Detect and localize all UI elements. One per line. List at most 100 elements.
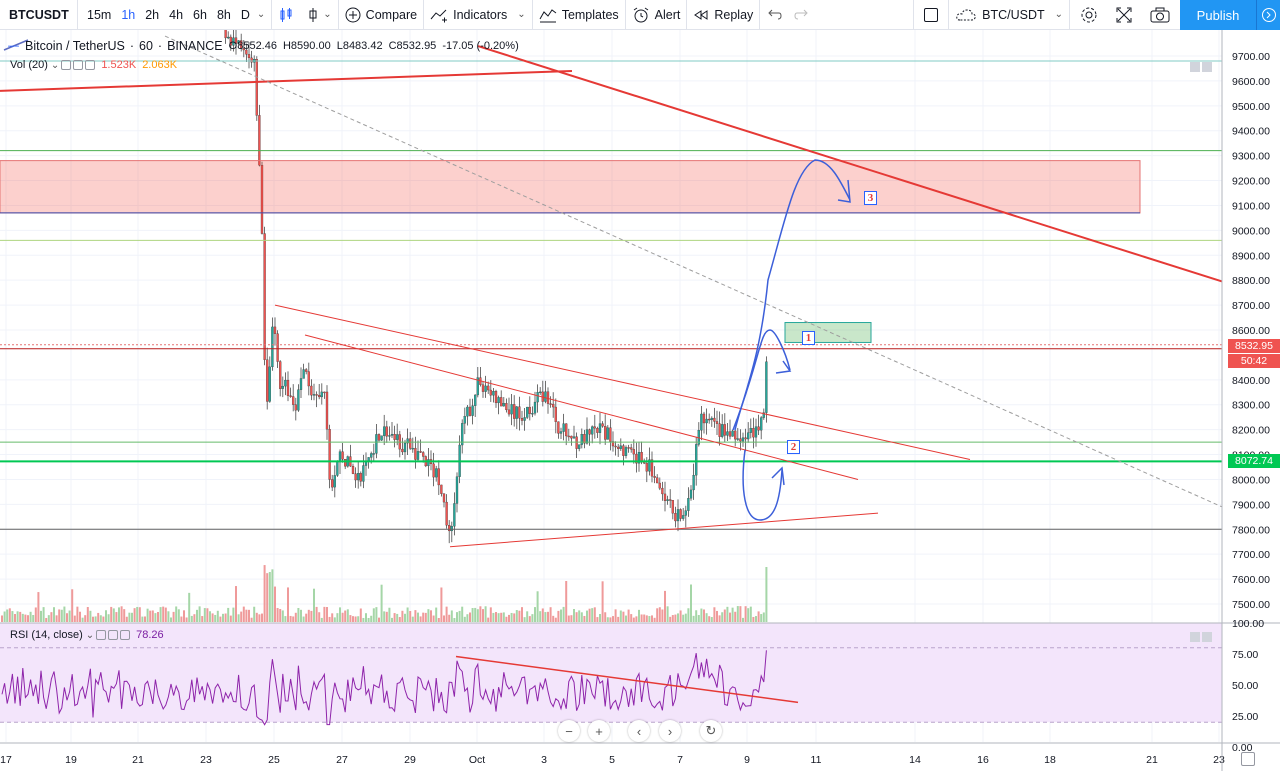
volume-bar (219, 616, 222, 622)
volume-bar (359, 608, 362, 622)
scroll-right-button[interactable]: › (659, 720, 681, 742)
price-tick-label: 9700.00 (1232, 51, 1270, 63)
candle-body (247, 54, 251, 59)
candle-body (403, 442, 407, 453)
close-icon[interactable] (120, 630, 131, 640)
volume-chevron-icon[interactable]: ⌄ (50, 59, 60, 71)
gear-icon[interactable] (73, 60, 84, 70)
candle-body (474, 394, 477, 406)
interval-chevron-icon[interactable]: ⌄ (256, 9, 266, 20)
eye-icon[interactable] (61, 60, 72, 70)
publish-button[interactable]: Publish (1180, 0, 1256, 30)
snapshot-button[interactable] (1140, 0, 1180, 30)
candle-body (546, 391, 550, 404)
interval-6h[interactable]: 6h (193, 7, 207, 22)
pair-selector[interactable]: BTC/USDT ⌄ (949, 0, 1069, 30)
gear-icon[interactable] (108, 630, 119, 640)
interval-4h[interactable]: 4h (169, 7, 184, 22)
volume-bar (326, 607, 328, 622)
compare-label: Compare (365, 7, 418, 22)
chart-canvas[interactable]: 17 19 21 23 25 27 29 Oct 3 5 7 9 11 14 16 18 21 239700.00… (0, 30, 1280, 771)
symbol-search[interactable]: BTCUSDT (0, 0, 78, 30)
volume-bar (372, 608, 375, 622)
volume-bar (523, 617, 526, 622)
undo-button[interactable] (760, 0, 788, 30)
price-tick-label: 7900.00 (1232, 499, 1270, 511)
volume-bar (643, 614, 646, 622)
volume-bars (1, 565, 768, 622)
volume-bar (123, 609, 126, 622)
pane-minimize-button[interactable] (1190, 62, 1214, 72)
time-tick-label: 7 (677, 754, 683, 766)
volume-bar (544, 612, 547, 622)
fullscreen-button[interactable] (1108, 0, 1140, 30)
rsi-value: 78.26 (136, 629, 164, 641)
templates-icon (539, 7, 557, 23)
volume-bar (596, 617, 599, 622)
eye-icon[interactable] (96, 630, 107, 640)
candle-body (684, 510, 687, 516)
interval-15m[interactable]: 15m (87, 7, 112, 22)
candle-body (736, 438, 739, 440)
templates-button[interactable]: Templates (533, 0, 625, 30)
alert-button[interactable]: Alert (626, 0, 687, 30)
replay-button[interactable]: Replay (687, 0, 759, 30)
candle-body (718, 423, 721, 437)
price-tick-label: 9600.00 (1232, 76, 1270, 88)
volume-bar (388, 607, 391, 622)
bar-style-button[interactable]: ⌄ (300, 0, 337, 30)
volume-bar (318, 612, 321, 622)
volume-bar (398, 617, 401, 622)
candle-body (255, 59, 258, 116)
trendline (477, 45, 1223, 283)
note-marker-3[interactable]: 3 (864, 191, 877, 205)
volume-bar (690, 584, 692, 622)
volume-bar (307, 609, 310, 622)
indicators-label: Indicators (453, 7, 508, 22)
indicators-button[interactable]: Indicators ⌄ (424, 0, 532, 30)
volume-bar (66, 613, 68, 622)
volume-bar (747, 608, 750, 622)
candle-body (440, 484, 443, 494)
rsi-pane-minimize-button[interactable] (1190, 632, 1214, 642)
settings-button[interactable] (1070, 0, 1108, 30)
volume-bar (271, 569, 274, 622)
interval-D[interactable]: D (240, 7, 250, 22)
candle-body (393, 434, 396, 440)
candle-body (388, 435, 391, 437)
note-marker-1[interactable]: 1 (802, 331, 815, 345)
rsi-chevron-icon[interactable]: ⌄ (85, 629, 95, 641)
candle-style-button[interactable] (272, 0, 300, 30)
candle-body (299, 378, 303, 390)
zoom-in-button[interactable]: + (588, 720, 610, 742)
scroll-left-button[interactable]: ‹ (628, 720, 650, 742)
zoom-out-button[interactable]: − (558, 720, 580, 742)
interval-8h[interactable]: 8h (216, 7, 231, 22)
candle-body (580, 434, 583, 445)
price-tick-label: 8900.00 (1232, 250, 1270, 262)
publish-menu-button[interactable] (1256, 0, 1280, 30)
close-icon[interactable] (85, 60, 96, 70)
compare-button[interactable]: Compare (339, 0, 423, 30)
interval-2h[interactable]: 2h (145, 7, 160, 22)
interval-group: 15m 1h 2h 4h 6h 8h D (78, 0, 255, 30)
redo-button[interactable] (788, 0, 816, 30)
interval-1h[interactable]: 1h (121, 7, 136, 22)
volume-bar (406, 607, 409, 622)
reset-chart-button[interactable]: ↻ (700, 720, 722, 742)
note-marker-2[interactable]: 2 (787, 440, 800, 454)
time-axis-settings-button[interactable] (1241, 752, 1255, 766)
volume-bar (380, 584, 383, 622)
candle-body (731, 430, 734, 437)
volume-bar (110, 606, 113, 622)
volume-bar (24, 614, 27, 622)
collapse-chevron-icon[interactable]: — (8, 40, 19, 52)
undo-icon (768, 9, 782, 19)
time-tick-label: 29 (404, 754, 416, 766)
candle-body (572, 436, 576, 439)
volume-bar (357, 616, 360, 622)
volume-bar (716, 610, 718, 622)
volume-bar (3, 611, 6, 622)
volume-bar (760, 614, 763, 622)
fullscreen-toggle-button[interactable] (914, 0, 948, 30)
